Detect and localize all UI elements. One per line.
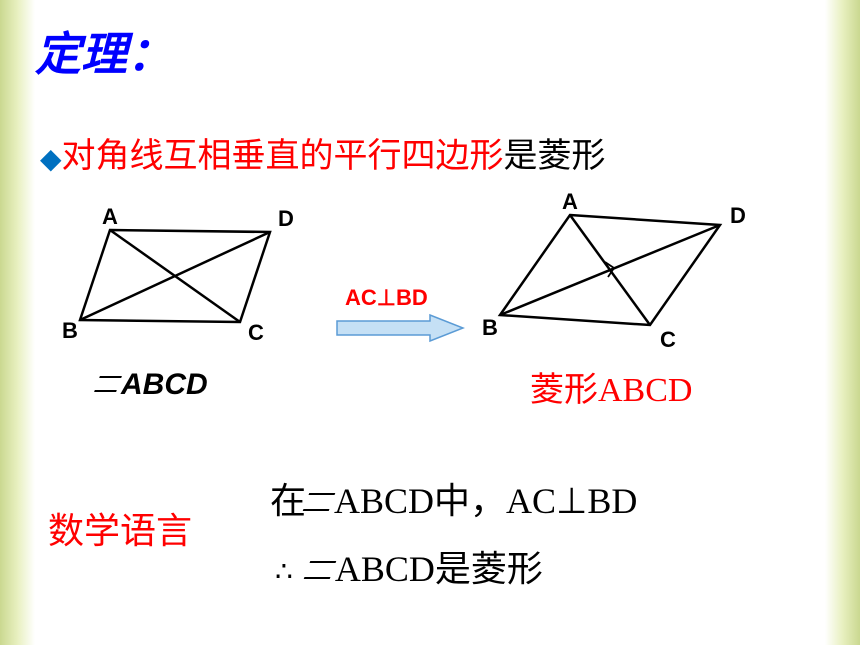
vertex-label-A: A	[102, 204, 118, 230]
vertex-label-C2: C	[660, 327, 676, 353]
vertex-label-B: B	[62, 318, 78, 344]
parallelogram-caption: ABCD	[97, 368, 208, 402]
parallelogram-symbol-icon-3	[304, 561, 337, 579]
rhombus-caption: 菱形ABCD	[530, 362, 692, 411]
proof-line-2: ∴ ABCD是菱形	[265, 540, 543, 592]
proof-line-1: 在 ABCD中，AC⊥BD	[270, 472, 637, 524]
vertex-label-D: D	[278, 206, 294, 232]
slide-title: 定理：	[35, 18, 173, 84]
therefore-symbol: ∴	[275, 557, 293, 588]
parallelogram-symbol-icon	[94, 376, 122, 392]
vertex-label-C: C	[248, 320, 264, 346]
rhombus-diagram: A D B C	[490, 195, 760, 345]
proof-line1-text: ABCD中，AC⊥BD	[334, 481, 637, 521]
parallelogram-svg	[70, 210, 310, 350]
vertex-label-A2: A	[562, 189, 578, 215]
theorem-red-text: 对角线互相垂直的平行四边形	[62, 138, 504, 175]
decorative-border-left	[0, 0, 35, 645]
proof-prefix: 在	[270, 481, 306, 521]
theorem-statement: ◆对角线互相垂直的平行四边形是菱形	[40, 128, 606, 177]
vertex-label-D2: D	[730, 203, 746, 229]
bullet-diamond-icon: ◆	[40, 144, 62, 175]
parallelogram-caption-text: ABCD	[121, 368, 208, 401]
transform-arrow: AC⊥BD	[335, 285, 465, 335]
parallelogram-symbol-icon-2	[303, 493, 336, 511]
parallelogram-diagram: A D B C	[70, 210, 310, 350]
proof-line2-text: ABCD是菱形	[335, 549, 543, 589]
vertex-label-B2: B	[482, 315, 498, 341]
math-language-label: 数学语言	[48, 502, 192, 554]
rhombus-svg	[490, 195, 760, 355]
theorem-black-text: 是菱形	[504, 138, 606, 175]
arrow-icon	[335, 313, 465, 343]
arrow-condition-label: AC⊥BD	[345, 285, 428, 311]
decorative-border-right	[825, 0, 860, 645]
